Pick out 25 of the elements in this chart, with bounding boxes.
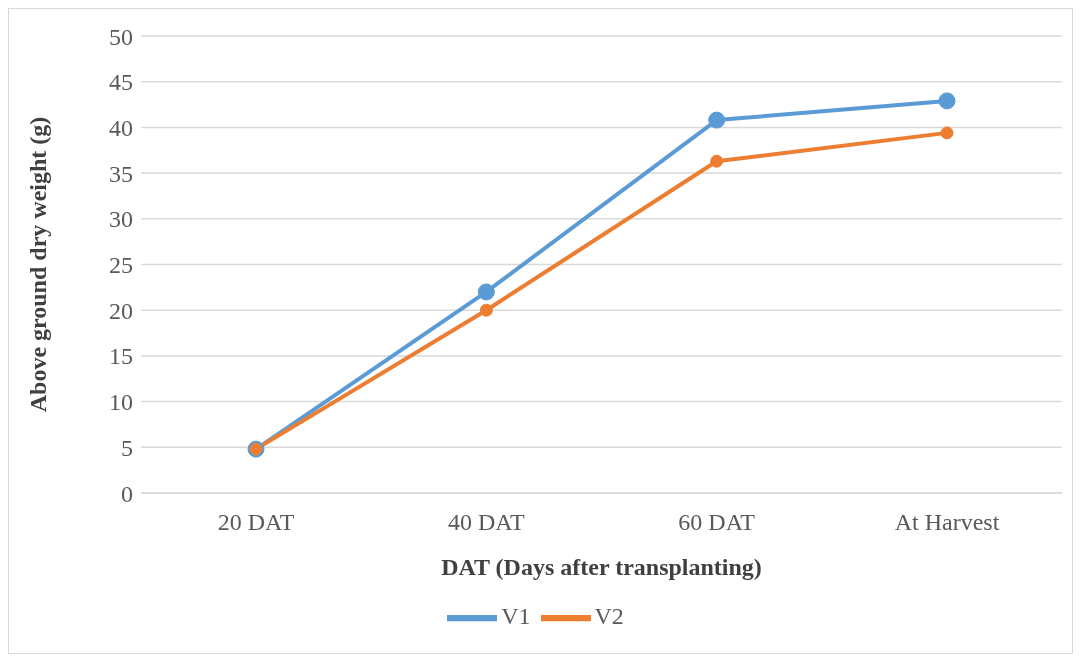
y-tick-label: 40 (109, 114, 133, 141)
point (938, 92, 956, 110)
y-tick-label: 45 (109, 69, 133, 96)
y-tick-label: 15 (109, 343, 133, 370)
y-tick-label: 20 (109, 297, 133, 324)
y-tick-label: 5 (121, 434, 133, 461)
point (708, 111, 726, 129)
x-tick-label: 20 DAT (217, 509, 295, 536)
point (710, 154, 724, 168)
y-tick-label: 35 (109, 160, 133, 187)
x-axis-title: DAT (Days after transplanting) (441, 554, 762, 580)
x-tick-label: 60 DAT (678, 509, 756, 536)
y-tick-label: 50 (109, 23, 133, 50)
point (479, 303, 493, 317)
y-tick-label: 10 (109, 389, 133, 416)
y-tick-label: 25 (109, 252, 133, 279)
y-axis-title: Above ground dry weight (g) (24, 116, 51, 413)
y-tick-label: 30 (109, 206, 133, 233)
x-tick-label: At Harvest (894, 509, 1000, 536)
y-tick-label: 0 (121, 480, 133, 507)
legend-label: V1 (501, 602, 531, 629)
legend-label: V2 (594, 602, 624, 629)
x-tick-label: 40 DAT (448, 509, 525, 536)
point (940, 126, 954, 140)
point (477, 283, 495, 301)
